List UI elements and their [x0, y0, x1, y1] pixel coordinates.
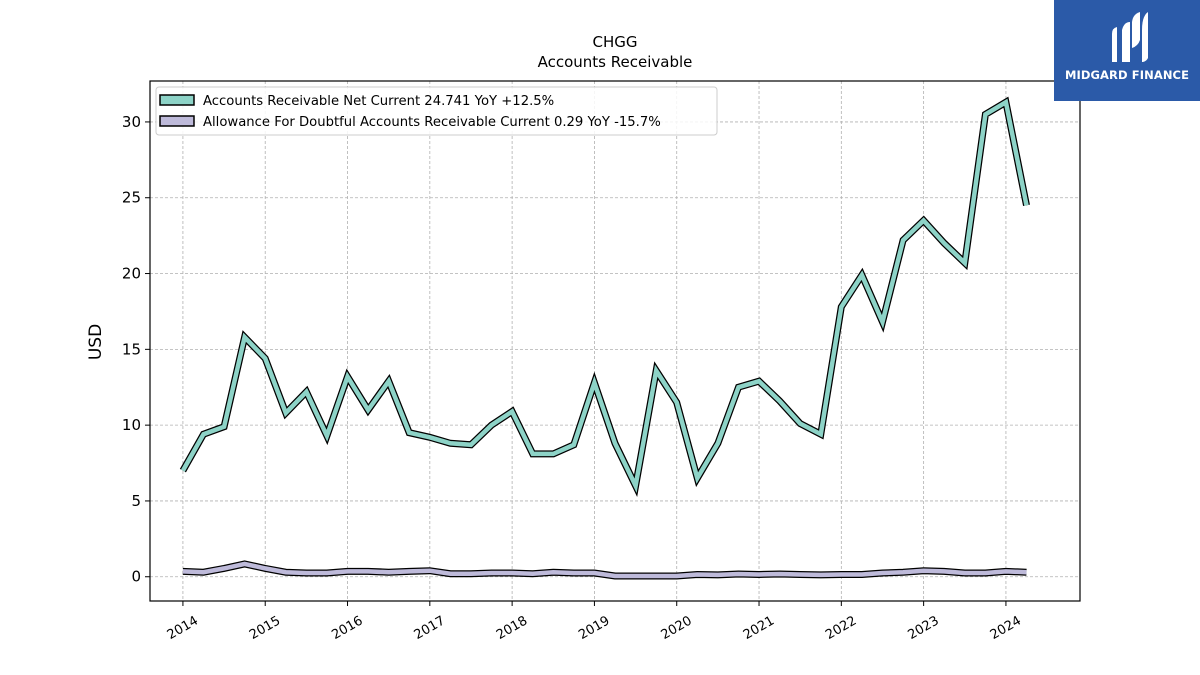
legend-label: Allowance For Doubtful Accounts Receivab… [203, 115, 661, 130]
brand-logo: MIDGARD FINANCE [1054, 0, 1200, 101]
x-tick-label: 2022 [823, 613, 859, 643]
series-layer [179, 96, 1030, 580]
x-tick-label: 2023 [905, 613, 941, 643]
x-tick-label: 2018 [494, 613, 530, 643]
x-tick-label: 2024 [988, 613, 1024, 643]
series-line-outline-0 [179, 96, 1030, 498]
y-tick-label: 25 [122, 189, 141, 207]
brand-name: MIDGARD FINANCE [1064, 68, 1190, 82]
y-axis-label: USD [86, 324, 106, 360]
chart-subtitle: Accounts Receivable [538, 53, 693, 71]
x-tick-label: 2016 [329, 613, 365, 643]
grid-layer [150, 81, 1080, 601]
x-tick-label: 2019 [576, 613, 612, 643]
legend-label: Accounts Receivable Net Current 24.741 Y… [203, 94, 554, 109]
y-tick-label: 15 [122, 340, 141, 358]
x-tick-label: 2021 [741, 613, 777, 643]
legend-swatch [159, 115, 195, 127]
legend-box [155, 86, 718, 136]
y-tick-label: 20 [122, 265, 141, 283]
y-tick-label: 5 [131, 492, 141, 510]
x-tick-label: 2017 [412, 613, 448, 643]
chart-title: CHGG [593, 33, 638, 51]
legend-swatch [159, 94, 195, 106]
series-line-0 [180, 98, 1029, 494]
y-tick-label: 0 [131, 568, 141, 586]
y-tick-label: 30 [122, 113, 141, 131]
series-line-1 [182, 561, 1027, 579]
legend: Accounts Receivable Net Current 24.741 Y… [155, 86, 718, 136]
x-tick-label: 2014 [165, 613, 201, 643]
brand-logo-icon [1112, 12, 1148, 62]
y-tick-label: 10 [122, 416, 141, 434]
x-tick-label: 2015 [247, 613, 283, 643]
x-tick-label: 2020 [659, 613, 695, 643]
plot-frame [149, 80, 1081, 602]
